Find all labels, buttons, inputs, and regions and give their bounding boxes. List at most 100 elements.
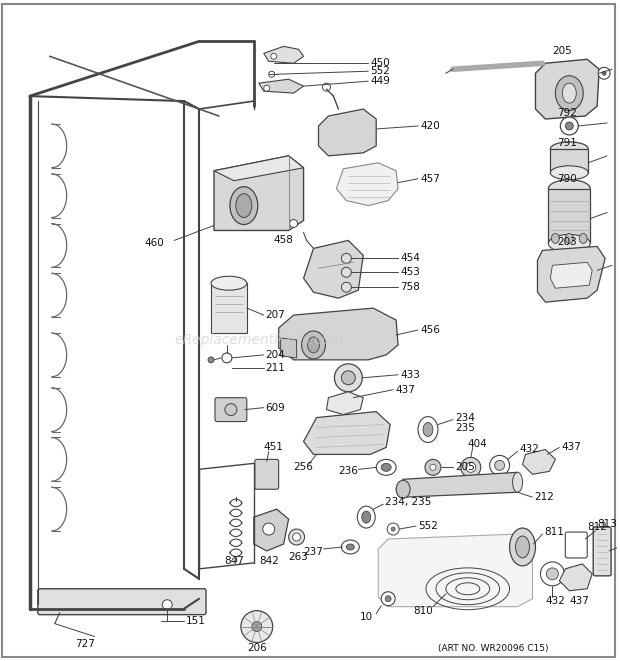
Text: 727: 727 [74,639,94,648]
Polygon shape [264,46,304,63]
Polygon shape [259,79,304,93]
Polygon shape [538,247,605,302]
Ellipse shape [549,180,590,198]
Ellipse shape [301,331,326,359]
Polygon shape [337,163,398,206]
Text: 813: 813 [597,519,617,529]
Polygon shape [327,392,363,414]
Ellipse shape [347,544,354,550]
Circle shape [342,267,352,277]
FancyBboxPatch shape [549,188,590,243]
Polygon shape [214,156,304,231]
Text: 450: 450 [370,58,390,68]
Circle shape [602,71,606,75]
Text: 420: 420 [420,121,440,131]
Text: 437: 437 [561,442,581,452]
Ellipse shape [549,235,590,253]
Circle shape [268,71,275,77]
Text: 790: 790 [557,174,577,184]
Circle shape [598,67,610,79]
Text: 458: 458 [274,235,294,245]
Text: 609: 609 [266,403,285,412]
Text: 237: 237 [304,547,324,557]
Ellipse shape [211,276,247,290]
Circle shape [391,527,395,531]
Text: 552: 552 [418,521,438,531]
Ellipse shape [381,463,391,471]
Text: 451: 451 [264,442,283,452]
Text: 203: 203 [557,237,577,247]
Circle shape [565,122,574,130]
Text: 810: 810 [413,605,433,615]
Circle shape [560,117,578,135]
Text: eReplacementParts.com: eReplacementParts.com [174,333,343,347]
Polygon shape [281,338,296,358]
Ellipse shape [565,233,574,243]
Ellipse shape [562,83,576,103]
FancyBboxPatch shape [215,398,247,422]
Circle shape [241,611,273,642]
Ellipse shape [423,422,433,436]
Text: 263: 263 [289,552,309,562]
Ellipse shape [362,511,371,523]
Text: 847: 847 [224,556,244,566]
Circle shape [264,85,270,91]
Circle shape [385,596,391,602]
Text: 456: 456 [420,325,440,335]
FancyBboxPatch shape [255,459,278,489]
Text: 449: 449 [370,76,390,86]
Circle shape [263,523,275,535]
Text: 207: 207 [266,310,285,320]
FancyBboxPatch shape [551,149,588,173]
Circle shape [425,459,441,475]
Ellipse shape [357,506,375,528]
Ellipse shape [308,337,319,353]
Circle shape [293,533,301,541]
Text: 234, 235: 234, 235 [385,497,432,507]
Polygon shape [396,473,523,497]
Text: 204: 204 [266,350,285,360]
Circle shape [208,357,214,363]
Ellipse shape [579,233,587,243]
Text: 432: 432 [546,596,565,605]
Text: 792: 792 [557,108,577,118]
Ellipse shape [396,481,410,498]
Circle shape [334,364,362,392]
Text: 151: 151 [186,615,206,625]
Ellipse shape [418,416,438,442]
Circle shape [322,83,330,91]
Circle shape [289,529,304,545]
Circle shape [490,455,510,475]
Text: 842: 842 [259,556,278,566]
Text: 236: 236 [339,466,358,477]
Polygon shape [536,59,599,119]
Ellipse shape [230,186,258,225]
Circle shape [342,371,355,385]
FancyBboxPatch shape [38,589,206,615]
Text: (ART NO. WR20096 C15): (ART NO. WR20096 C15) [438,644,549,653]
Ellipse shape [551,142,588,156]
FancyBboxPatch shape [565,532,587,558]
Ellipse shape [513,473,523,492]
Text: 404: 404 [467,440,487,449]
Ellipse shape [551,166,588,180]
Circle shape [546,568,559,580]
Text: 432: 432 [520,444,539,454]
Text: 205: 205 [455,462,474,473]
Text: 453: 453 [400,267,420,277]
Text: 256: 256 [294,462,314,473]
Ellipse shape [556,76,583,110]
Circle shape [290,219,298,227]
Polygon shape [304,412,390,454]
Polygon shape [319,109,376,156]
Text: 454: 454 [400,253,420,263]
Text: 212: 212 [534,492,554,502]
Text: 205: 205 [552,46,572,56]
Text: 437: 437 [569,596,589,605]
Text: 811: 811 [544,527,564,537]
Circle shape [495,460,505,471]
Circle shape [222,353,232,363]
Circle shape [461,457,480,477]
FancyBboxPatch shape [2,3,615,658]
Text: 10: 10 [360,611,373,621]
